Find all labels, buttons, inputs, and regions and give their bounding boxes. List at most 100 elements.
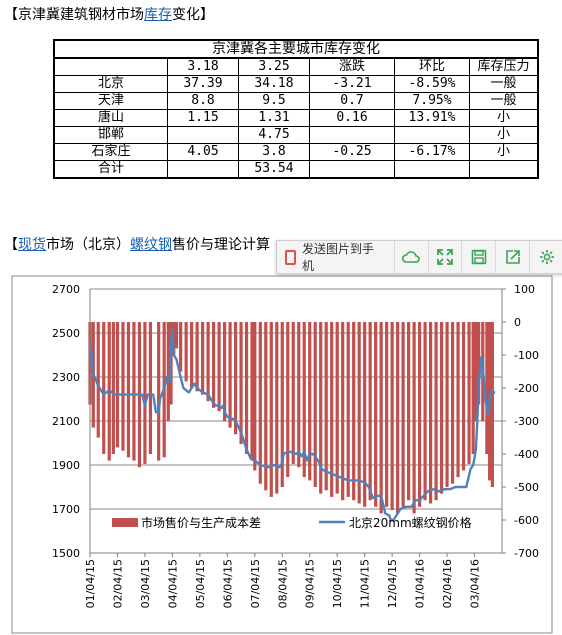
table-cell: 合计 (53, 160, 168, 179)
cost-diff-bar (428, 322, 433, 504)
cost-diff-bar (423, 322, 427, 501)
cost-diff-bar (474, 322, 478, 421)
cost-diff-bar (341, 322, 345, 501)
table-cell: 天津 (53, 92, 168, 110)
table-header-row: 3.18 3.25 涨跌 环比 库存压力 (53, 57, 539, 76)
x-tick-label: 11/04/15 (359, 559, 372, 608)
table-cell (469, 160, 539, 179)
cost-diff-bar (485, 322, 489, 454)
cost-diff-bar (401, 322, 405, 507)
cost-diff-bar (374, 322, 378, 507)
cost-diff-bar (166, 322, 170, 421)
rebar-price-chart: 2700 2500 2300 2100 1900 1700 1500 100 0 -100 -200… (11, 275, 553, 634)
table-cell: 石家庄 (53, 143, 168, 161)
cost-diff-bar (195, 322, 199, 392)
table-cell (167, 160, 239, 179)
x-tick-label: 06/04/15 (221, 559, 234, 608)
table-cell: -6.17% (394, 143, 470, 161)
cost-diff-bar (396, 322, 400, 514)
table-row: 合计 53.54 (53, 160, 539, 179)
cost-diff-bar (206, 322, 210, 402)
table-cell (394, 126, 470, 144)
cost-diff-bar (297, 322, 301, 468)
cost-diff-bar (275, 322, 279, 494)
table-cell: 3.8 (238, 143, 310, 161)
x-tick-label: 09/04/15 (304, 559, 317, 608)
table-row: 石家庄 4.05 3.8 -0.25 -6.17% 小 (53, 143, 539, 161)
heading-prefix: 【京津冀建筑钢材市场 (4, 7, 144, 23)
y-right-tick-label: -100 (514, 349, 539, 362)
table-row: 唐山 1.15 1.31 0.16 13.91% 小 (53, 109, 539, 127)
image-toolbar: 发送图片到手机 (276, 240, 562, 274)
settings-button[interactable] (530, 241, 562, 273)
cost-diff-bar (239, 322, 243, 445)
price-heading: 【现货市场（北京）螺纹钢售价与理论计算 (4, 236, 270, 254)
header-cell: 3.18 (167, 57, 239, 76)
cost-diff-bar (132, 322, 136, 461)
cost-diff-bar (330, 322, 334, 497)
y-left-tick-label: 2300 (52, 371, 80, 384)
table-cell: 4.05 (167, 143, 239, 161)
cost-diff-bar (352, 322, 356, 501)
cost-diff-bar (115, 322, 120, 448)
header-cell: 环比 (394, 57, 470, 76)
inventory-link[interactable]: 库存 (144, 7, 172, 23)
table-row: 天津 8.8 9.5 0.7 7.95% 一般 (53, 92, 539, 110)
cost-diff-bar (412, 322, 416, 514)
x-tick-label: 10/04/15 (331, 559, 344, 608)
x-tick-label: 02/04/16 (441, 559, 454, 608)
cost-diff-bar (253, 322, 257, 471)
table-cell: 4.75 (238, 126, 310, 144)
table-cell: -0.25 (309, 143, 395, 161)
y-right-tick-label: 100 (514, 283, 535, 296)
heading-text: 市场（北京） (46, 237, 130, 253)
cost-diff-bar (357, 322, 361, 504)
y-left-tick-label: 1900 (52, 459, 80, 472)
table-cell: 8.8 (167, 92, 239, 110)
legend-line-label: 北京20mm螺纹钢价格 (349, 515, 472, 530)
cost-diff-bar (184, 322, 188, 382)
cost-diff-bar (157, 322, 161, 461)
cost-diff-bar (201, 322, 205, 395)
table-cell: -3.21 (309, 75, 395, 93)
table-cell: 53.54 (238, 160, 310, 179)
header-cell: 库存压力 (469, 57, 539, 76)
table-cell: 1.15 (167, 109, 239, 127)
cost-diff-bar (222, 322, 227, 421)
price-line (88, 327, 496, 522)
y-right-tick-label: -300 (514, 415, 539, 428)
x-tick-label: 03/04/16 (469, 559, 482, 608)
x-tick-label: 01/04/16 (414, 559, 427, 608)
save-button[interactable] (462, 241, 497, 273)
cost-diff-bar (385, 322, 389, 507)
cost-diff-bar (324, 322, 328, 491)
y-left-tick-label: 1500 (52, 547, 80, 560)
table-cell: 34.18 (238, 75, 310, 93)
spot-link[interactable]: 现货 (18, 237, 46, 253)
y-right-tick-label: 0 (514, 316, 521, 329)
cost-diff-bar (179, 322, 183, 372)
cloud-button[interactable] (395, 241, 429, 273)
cost-diff-bar (450, 322, 455, 484)
y-left-tick-label: 1700 (52, 503, 80, 516)
cost-diff-bar (96, 322, 100, 438)
cost-diff-bar (286, 322, 290, 478)
cost-diff-bar (467, 322, 471, 464)
cost-diff-bar (313, 322, 317, 487)
cost-diff-bar (461, 322, 466, 471)
x-tick-label: 04/04/15 (166, 559, 179, 608)
inventory-table: 京津冀各主要城市库存变化 3.18 3.25 涨跌 环比 库存压力 北京 37.3… (53, 39, 539, 179)
send-to-phone-button[interactable]: 发送图片到手机 (277, 241, 395, 273)
rebar-link[interactable]: 螺纹钢 (130, 237, 172, 253)
cost-diff-bar (390, 322, 394, 511)
cost-diff-bar (379, 322, 383, 514)
cost-diff-bar (258, 322, 262, 484)
share-button[interactable] (496, 241, 531, 273)
y-left-tick-label: 2100 (52, 415, 80, 428)
cost-diff-bar (434, 322, 438, 501)
fullscreen-button[interactable] (429, 241, 463, 273)
cost-diff-bar (490, 322, 494, 487)
cost-diff-bar (111, 322, 115, 454)
settings-icon (539, 250, 554, 264)
y-left-tick-label: 2500 (52, 327, 80, 340)
